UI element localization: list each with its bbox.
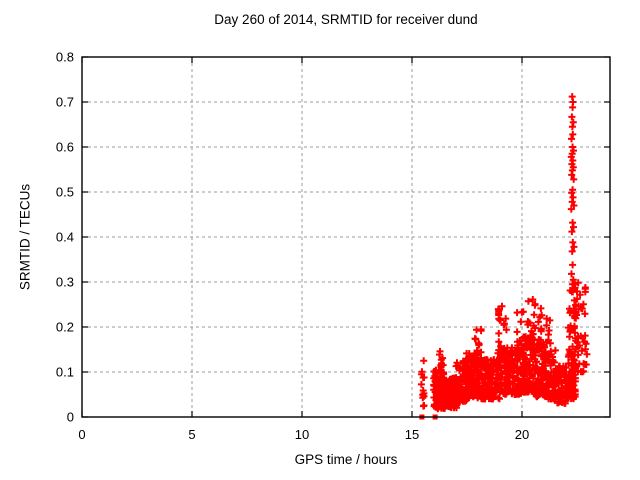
x-tick-label: 15 [405,427,419,442]
y-tick-label: 0 [67,410,74,425]
x-tick-label: 0 [78,427,85,442]
y-tick-label: 0.7 [56,95,74,110]
scatter-points [417,93,591,413]
chart-title: Day 260 of 2014, SRMTID for receiver dun… [214,12,478,27]
y-tick-label: 0.2 [56,320,74,335]
y-tick-label: 0.8 [56,50,74,65]
y-tick-label: 0.5 [56,185,74,200]
x-axis-title: GPS time / hours [294,452,398,467]
y-tick-label: 0.6 [56,140,74,155]
y-tick-label: 0.1 [56,365,74,380]
y-tick-label: 0.3 [56,275,74,290]
x-tick-label: 10 [295,427,309,442]
y-tick-label: 0.4 [56,230,74,245]
x-tick-label: 20 [515,427,529,442]
x-tick-label: 5 [188,427,195,442]
